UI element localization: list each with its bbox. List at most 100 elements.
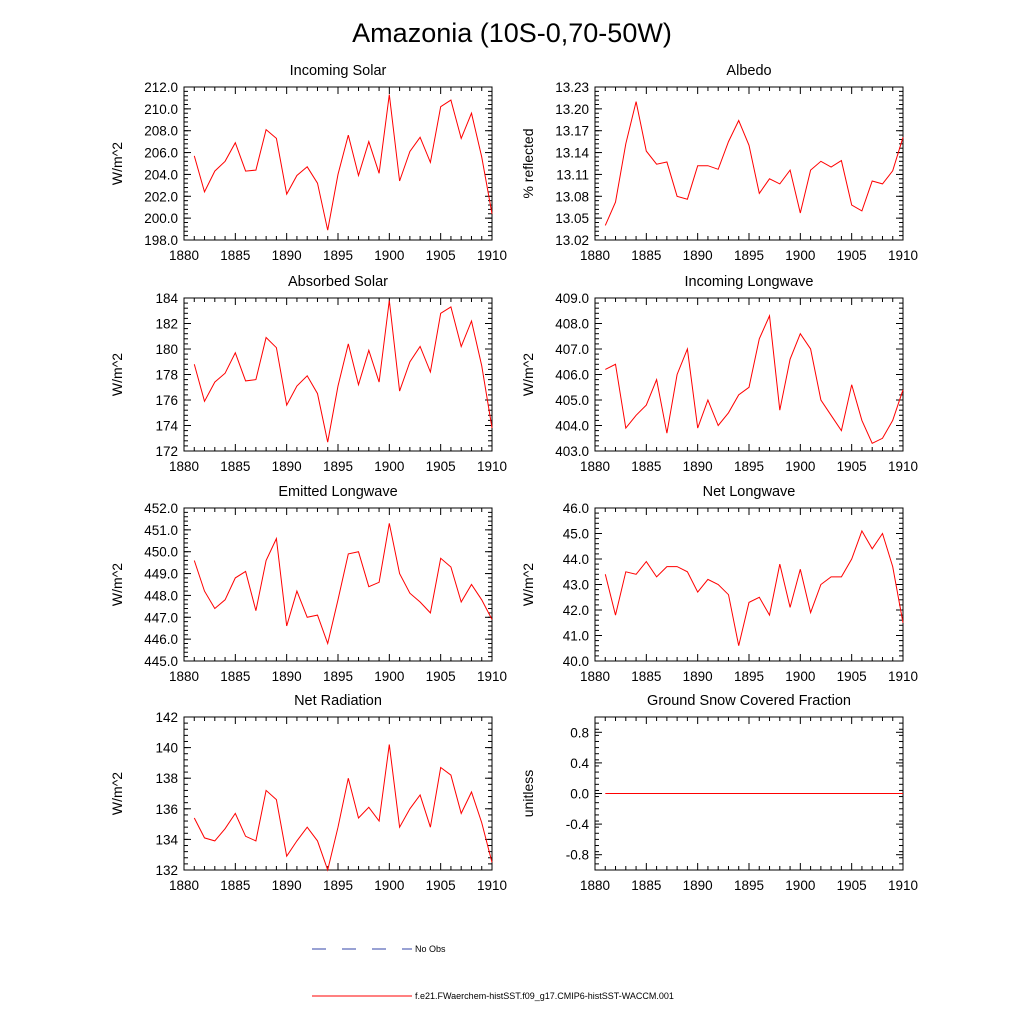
- plot-frame: [183, 86, 493, 241]
- x-tick-label: 1900: [374, 459, 404, 474]
- y-tick-label: 406.0: [555, 368, 589, 383]
- y-tick-label: 44.0: [563, 552, 589, 567]
- series-line: [605, 313, 904, 444]
- y-axis-label: W/m^2: [109, 353, 125, 396]
- y-tick-label: 43.0: [563, 578, 589, 593]
- panel-title: Incoming Longwave: [685, 274, 814, 290]
- panel-net-longwave: Net Longwave W/m^2 1880 1885 1890 1895 1900 190…: [520, 484, 918, 684]
- y-tick-label: 138: [155, 771, 178, 786]
- y-tick-label: 13.11: [556, 167, 589, 182]
- y-tick-label: 172: [155, 444, 178, 459]
- y-tick-label: 198.0: [144, 233, 178, 248]
- plot-frame: [183, 716, 493, 871]
- x-tick-label: 1880: [580, 669, 610, 684]
- x-tick-label: 1905: [426, 878, 456, 893]
- y-tick-label: 450.0: [144, 545, 178, 560]
- y-tick-label: 13.20: [555, 102, 589, 117]
- series-line: [193, 94, 493, 231]
- y-tick-label: 451.0: [144, 523, 178, 538]
- y-tick-label: 446.0: [144, 632, 178, 647]
- y-tick-label: 403.0: [555, 444, 589, 459]
- x-tick-label: 1900: [374, 248, 404, 263]
- y-tick-label: 41.0: [563, 629, 589, 644]
- series-line: [193, 523, 493, 646]
- y-tick-label: 45.0: [563, 527, 589, 542]
- y-tick-label: 202.0: [144, 189, 178, 204]
- x-tick-label: 1890: [683, 669, 713, 684]
- y-tick-label: 408.0: [555, 317, 589, 332]
- x-tick-label: 1880: [169, 878, 199, 893]
- x-tick-label: 1910: [888, 459, 918, 474]
- x-tick-label: 1905: [837, 248, 867, 263]
- x-tick-label: 1895: [323, 878, 353, 893]
- y-tick-label: 132: [155, 863, 178, 878]
- y-tick-label: 407.0: [555, 342, 589, 357]
- legend: No Obs f.e21.FWaerchem-histSST.f09_g17.C…: [312, 944, 674, 1001]
- y-tick-label: 46.0: [563, 501, 589, 516]
- x-tick-label: 1890: [683, 878, 713, 893]
- x-tick-label: 1900: [785, 878, 815, 893]
- y-tick-label: 212.0: [144, 80, 178, 95]
- x-tick-label: 1900: [374, 669, 404, 684]
- x-tick-label: 1910: [477, 248, 507, 263]
- plot-frame: [594, 86, 904, 241]
- x-tick-label: 1900: [785, 248, 815, 263]
- x-tick-label: 1910: [888, 878, 918, 893]
- x-tick-label: 1895: [323, 459, 353, 474]
- y-axis-label: % reflected: [520, 128, 536, 198]
- panel-ground-snow-covered-fraction: Ground Snow Covered Fraction unitless 1880…: [520, 693, 918, 893]
- x-tick-label: 1900: [785, 459, 815, 474]
- panel-emitted-longwave: Emitted Longwave W/m^2 1880 1885 1890 1895 190…: [109, 484, 507, 684]
- panel-title: Net Radiation: [294, 693, 382, 709]
- x-tick-label: 1895: [734, 459, 764, 474]
- y-tick-label: -0.4: [566, 817, 590, 832]
- y-axis-label: W/m^2: [520, 563, 536, 606]
- y-tick-label: 449.0: [144, 567, 178, 582]
- y-tick-label: 405.0: [555, 393, 589, 408]
- legend-model-label: f.e21.FWaerchem-histSST.f09_g17.CMIP6-hi…: [415, 991, 674, 1001]
- y-tick-label: 13.02: [555, 233, 589, 248]
- x-tick-label: 1905: [426, 459, 456, 474]
- x-tick-label: 1880: [169, 669, 199, 684]
- x-tick-label: 1910: [477, 878, 507, 893]
- x-tick-label: 1880: [169, 248, 199, 263]
- panel-title: Incoming Solar: [290, 63, 387, 79]
- plot-frame: [594, 297, 904, 452]
- y-tick-label: 447.0: [144, 610, 178, 625]
- y-tick-label: 0.4: [570, 756, 589, 771]
- x-tick-label: 1895: [734, 669, 764, 684]
- y-tick-label: 13.17: [555, 124, 589, 139]
- y-tick-label: 206.0: [144, 146, 178, 161]
- y-tick-label: 13.14: [555, 146, 589, 161]
- x-tick-label: 1900: [785, 669, 815, 684]
- x-tick-label: 1905: [426, 669, 456, 684]
- y-tick-label: 204.0: [144, 167, 178, 182]
- y-axis-label: W/m^2: [109, 563, 125, 606]
- y-tick-label: 13.08: [555, 189, 589, 204]
- x-tick-label: 1885: [631, 459, 661, 474]
- panel-incoming-longwave: Incoming Longwave W/m^2 1880 1885 1890 1895 19…: [520, 274, 918, 474]
- series-line: [193, 300, 493, 443]
- x-tick-label: 1905: [837, 878, 867, 893]
- x-tick-label: 1910: [477, 459, 507, 474]
- y-tick-label: 134: [155, 832, 178, 847]
- y-tick-label: 176: [155, 393, 178, 408]
- y-tick-label: 200.0: [144, 211, 178, 226]
- x-tick-label: 1905: [837, 669, 867, 684]
- panel-albedo: Albedo % reflected 1880 1885 1890 1895 1900 190…: [520, 63, 918, 263]
- figure-title: Amazonia (10S-0,70-50W): [352, 18, 672, 48]
- legend-obs-label: No Obs: [415, 944, 446, 954]
- panel-title: Absorbed Solar: [288, 274, 388, 290]
- series-line: [193, 744, 493, 872]
- y-tick-label: 140: [155, 741, 178, 756]
- y-tick-label: 404.0: [555, 419, 589, 434]
- x-tick-label: 1885: [220, 669, 250, 684]
- x-tick-label: 1880: [580, 248, 610, 263]
- x-tick-label: 1890: [272, 248, 302, 263]
- x-tick-label: 1895: [323, 669, 353, 684]
- x-tick-label: 1890: [272, 878, 302, 893]
- plot-frame: [594, 507, 904, 662]
- y-tick-label: 174: [155, 419, 178, 434]
- y-tick-label: 0.0: [570, 787, 589, 802]
- y-tick-label: 184: [155, 291, 178, 306]
